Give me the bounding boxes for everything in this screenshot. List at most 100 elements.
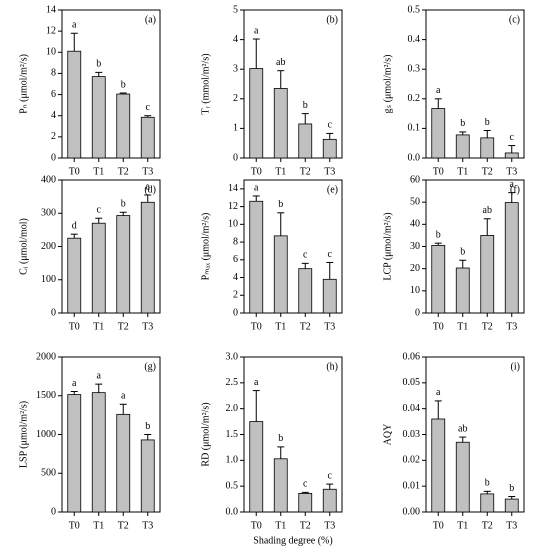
y-tick-label: 3.0 bbox=[226, 351, 239, 362]
bar bbox=[504, 152, 519, 159]
x-tick-label: T0 bbox=[69, 166, 80, 177]
y-tick-label: 4 bbox=[233, 272, 238, 283]
x-tick-label: T3 bbox=[324, 520, 335, 531]
x-tick-label: T2 bbox=[118, 321, 129, 332]
plot-frame bbox=[425, 9, 525, 159]
significance-letter: a bbox=[254, 25, 259, 36]
bar bbox=[273, 88, 288, 159]
significance-letter: a bbox=[254, 377, 259, 388]
significance-letter: c bbox=[146, 102, 151, 113]
y-tick-label: 0.01 bbox=[403, 480, 421, 491]
y-tick-label: 1.5 bbox=[226, 429, 239, 440]
bar bbox=[298, 268, 313, 314]
x-tick-label: T1 bbox=[275, 520, 286, 531]
y-axis-label: LSP (μmol/m²/s) bbox=[18, 401, 29, 468]
x-tick-label: T1 bbox=[93, 520, 104, 531]
significance-letter: c bbox=[303, 250, 308, 261]
y-tick-label: 0.00 bbox=[403, 506, 421, 517]
x-tick-label: T1 bbox=[93, 166, 104, 177]
y-tick-label: 500 bbox=[41, 468, 56, 479]
y-tick-label: 4 bbox=[51, 110, 56, 121]
bar bbox=[91, 392, 106, 513]
y-tick-label: 0.3 bbox=[408, 63, 421, 74]
x-tick-label: T3 bbox=[324, 166, 335, 177]
x-tick-label: T2 bbox=[300, 166, 311, 177]
x-tick-label: T3 bbox=[142, 321, 153, 332]
significance-letter: b bbox=[96, 59, 101, 70]
bar bbox=[116, 413, 131, 513]
significance-letter: a bbox=[510, 179, 515, 190]
y-tick-label: 0 bbox=[415, 307, 420, 318]
x-tick-label: T2 bbox=[118, 166, 129, 177]
y-tick-label: 12 bbox=[46, 25, 56, 36]
plot-frame bbox=[243, 179, 343, 314]
x-tick-label: T0 bbox=[251, 321, 262, 332]
significance-letter: c bbox=[303, 479, 308, 490]
y-tick-label: 10 bbox=[228, 219, 238, 230]
significance-letter: d bbox=[72, 220, 77, 231]
x-tick-label: T1 bbox=[275, 166, 286, 177]
bar bbox=[140, 439, 155, 513]
y-tick-label: 1 bbox=[233, 123, 238, 134]
y-axis-label: Pₘₐₓ (μmol/m²/s) bbox=[200, 213, 211, 281]
y-tick-label: 5 bbox=[233, 4, 238, 15]
y-tick-label: 50 bbox=[410, 196, 420, 207]
x-tick-label: T1 bbox=[93, 321, 104, 332]
y-tick-label: 100 bbox=[41, 274, 56, 285]
panel-label: (e) bbox=[327, 184, 338, 195]
bar bbox=[249, 421, 264, 513]
bar bbox=[298, 123, 313, 159]
significance-letter: b bbox=[121, 79, 126, 90]
significance-letter: a bbox=[121, 391, 126, 402]
significance-letter: a bbox=[254, 182, 259, 193]
bar bbox=[480, 137, 495, 159]
y-tick-label: 0.1 bbox=[408, 123, 421, 134]
plot-frame bbox=[61, 9, 161, 159]
x-tick-label: T0 bbox=[251, 520, 262, 531]
y-tick-label: 2 bbox=[233, 93, 238, 104]
x-tick-label: T2 bbox=[482, 321, 493, 332]
y-axis-label: Pₙ (μmol/m²/s) bbox=[18, 54, 29, 114]
bar bbox=[249, 68, 264, 159]
significance-letter: a bbox=[97, 370, 102, 381]
y-tick-label: 0 bbox=[51, 506, 56, 517]
x-tick-label: T0 bbox=[433, 166, 444, 177]
significance-letter: b bbox=[436, 229, 441, 240]
y-tick-label: 0.04 bbox=[403, 403, 421, 414]
significance-letter: b bbox=[485, 117, 490, 128]
x-tick-label: T0 bbox=[251, 166, 262, 177]
bar bbox=[140, 201, 155, 314]
bar bbox=[91, 222, 106, 314]
y-tick-label: 2.0 bbox=[226, 403, 239, 414]
significance-letter: b bbox=[121, 199, 126, 210]
bar bbox=[273, 458, 288, 513]
x-tick-label: T0 bbox=[69, 321, 80, 332]
y-tick-label: 1.0 bbox=[226, 455, 239, 466]
bar bbox=[298, 492, 313, 513]
bar bbox=[322, 138, 337, 159]
y-tick-label: 6 bbox=[233, 254, 238, 265]
significance-letter: a bbox=[72, 20, 77, 31]
panel-label: (f) bbox=[510, 184, 520, 195]
bar bbox=[249, 200, 264, 314]
panel-label: (g) bbox=[144, 361, 156, 372]
y-tick-label: 0.4 bbox=[408, 34, 421, 45]
significance-letter: a bbox=[146, 181, 151, 192]
bar bbox=[273, 235, 288, 314]
x-tick-label: T2 bbox=[482, 520, 493, 531]
y-tick-label: 6 bbox=[51, 89, 56, 100]
significance-letter: c bbox=[97, 205, 102, 216]
y-tick-label: 0.05 bbox=[403, 377, 421, 388]
panel-label: (c) bbox=[509, 14, 520, 25]
y-tick-label: 200 bbox=[41, 241, 56, 252]
panel-label: (i) bbox=[511, 361, 520, 372]
x-tick-label: T2 bbox=[118, 520, 129, 531]
bar bbox=[455, 134, 470, 159]
y-tick-label: 0.5 bbox=[408, 4, 421, 15]
y-tick-label: 2 bbox=[233, 290, 238, 301]
bar bbox=[116, 215, 131, 314]
y-tick-label: 2000 bbox=[36, 351, 56, 362]
significance-letter: ab bbox=[276, 57, 285, 68]
x-tick-label: T1 bbox=[457, 520, 468, 531]
significance-letter: a bbox=[72, 378, 77, 389]
